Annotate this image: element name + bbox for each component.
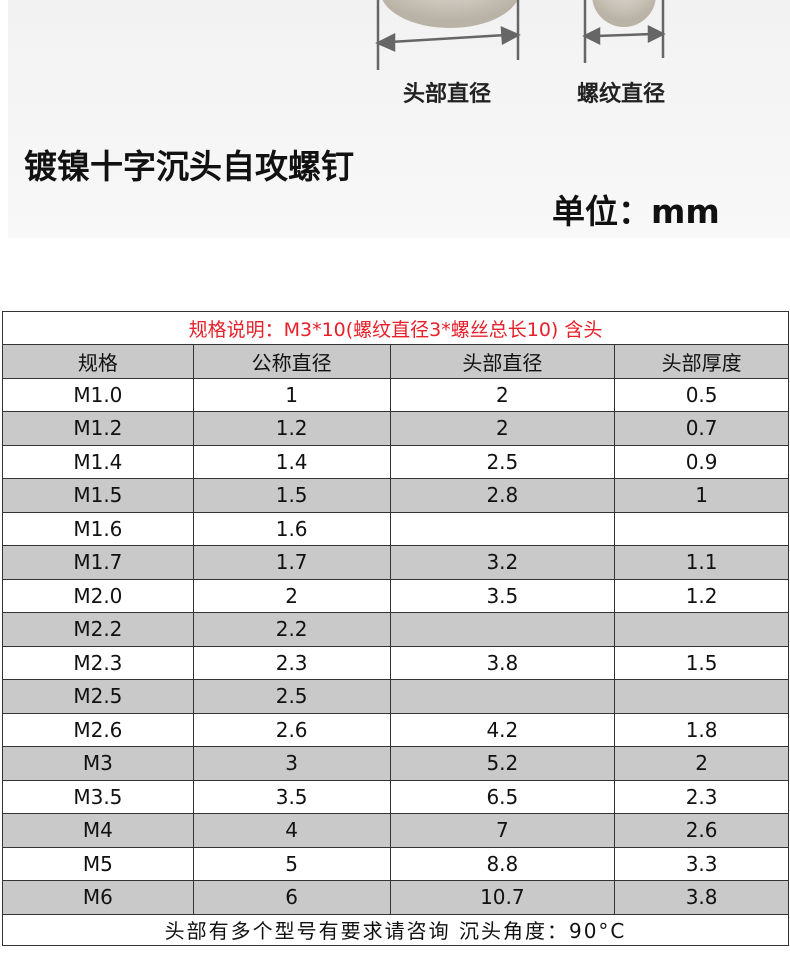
table-cell: 0.7 bbox=[614, 411, 789, 446]
table-cell: 1.2 bbox=[614, 578, 789, 613]
table-cell: 2.5 bbox=[192, 679, 391, 714]
table-cell: 3.2 bbox=[389, 545, 616, 580]
table-cell: M3 bbox=[2, 746, 194, 781]
table-cell bbox=[614, 612, 789, 647]
table-cell: M6 bbox=[2, 880, 194, 915]
table-cell bbox=[389, 679, 616, 714]
table-cell: 5.2 bbox=[389, 746, 616, 781]
product-title: 镀镍十字沉头自攻螺钉 bbox=[24, 147, 354, 186]
table-cell: M1.4 bbox=[2, 444, 194, 479]
table-cell: M3.5 bbox=[2, 779, 194, 814]
unit-label: 单位：mm bbox=[552, 192, 720, 231]
table-cell: 3.5 bbox=[192, 779, 391, 814]
table-cell: 1 bbox=[192, 377, 391, 412]
table-cell: M1.0 bbox=[2, 377, 194, 412]
table-row: M5 5 8.8 3.3 bbox=[2, 846, 789, 881]
screw-thread-image bbox=[592, 0, 656, 27]
table-cell: 1.4 bbox=[192, 444, 391, 479]
table-cell: 7 bbox=[389, 813, 616, 848]
head-diameter-label: 头部直径 bbox=[403, 82, 492, 107]
table-cell: 2.8 bbox=[389, 478, 616, 513]
table-row: M4 4 7 2.6 bbox=[2, 813, 789, 848]
column-header: 规格 bbox=[2, 344, 194, 379]
table-cell: 2.6 bbox=[192, 712, 391, 747]
table-cell: 1.1 bbox=[614, 545, 789, 580]
table-row: M2.5 2.5 bbox=[2, 679, 789, 714]
table-row: M2.0 2 3.5 1.2 bbox=[2, 578, 789, 613]
table-cell: 0.5 bbox=[614, 377, 789, 412]
table-cell: 5 bbox=[192, 846, 391, 881]
table-cell: 3.8 bbox=[389, 645, 616, 680]
table-cell: 1.7 bbox=[192, 545, 391, 580]
table-cell bbox=[389, 511, 616, 546]
table-cell: 2.6 bbox=[614, 813, 789, 848]
table-row: M1.7 1.7 3.2 1.1 bbox=[2, 545, 789, 580]
table-cell: 2.2 bbox=[192, 612, 391, 647]
table-cell: M2.0 bbox=[2, 578, 194, 613]
table-cell: 8.8 bbox=[389, 846, 616, 881]
table-cell: 4.2 bbox=[389, 712, 616, 747]
table-row: M3.5 3.5 6.5 2.3 bbox=[2, 779, 789, 814]
table-row: M2.6 2.6 4.2 1.8 bbox=[2, 712, 789, 747]
column-header: 头部直径 bbox=[389, 344, 616, 379]
table-cell bbox=[389, 612, 616, 647]
table-row: M1.5 1.5 2.8 1 bbox=[2, 478, 789, 513]
table-header-row: 规格 公称直径 头部直径 头部厚度 bbox=[2, 344, 789, 379]
table-row: M1.2 1.2 2 0.7 bbox=[2, 411, 789, 446]
screw-head-image bbox=[382, 0, 518, 28]
table-row: M1.6 1.6 bbox=[2, 511, 789, 546]
table-cell: 2 bbox=[614, 746, 789, 781]
footer-note: 头部有多个型号有要求请咨询 沉头角度：90°C bbox=[2, 913, 789, 946]
table-row: M3 3 5.2 2 bbox=[2, 746, 789, 781]
table-cell: 2 bbox=[192, 578, 391, 613]
table-cell: 2 bbox=[389, 377, 616, 412]
table-cell: 3.5 bbox=[389, 578, 616, 613]
table-cell: M2.3 bbox=[2, 645, 194, 680]
table-cell: M2.5 bbox=[2, 679, 194, 714]
table-cell: 1.5 bbox=[614, 645, 789, 680]
table-cell: 1.6 bbox=[192, 511, 391, 546]
table-cell: 4 bbox=[192, 813, 391, 848]
table-cell: M1.7 bbox=[2, 545, 194, 580]
table-cell: 1.2 bbox=[192, 411, 391, 446]
table-cell: M2.6 bbox=[2, 712, 194, 747]
column-header: 头部厚度 bbox=[614, 344, 789, 379]
table-cell: 1.5 bbox=[192, 478, 391, 513]
table-row: M6 6 10.7 3.8 bbox=[2, 880, 789, 915]
table-cell: 10.7 bbox=[389, 880, 616, 915]
table-cell: M1.2 bbox=[2, 411, 194, 446]
spec-note: 规格说明：M3*10(螺纹直径3*螺丝总长10) 含头 bbox=[2, 311, 789, 345]
spec-table: 规格说明：M3*10(螺纹直径3*螺丝总长10) 含头 规格 公称直径 头部直径… bbox=[2, 311, 789, 946]
table-row: M1.4 1.4 2.5 0.9 bbox=[2, 444, 789, 479]
table-cell bbox=[614, 511, 789, 546]
table-cell: 0.9 bbox=[614, 444, 789, 479]
table-cell bbox=[614, 679, 789, 714]
table-cell: M1.6 bbox=[2, 511, 194, 546]
product-image-area: 头部直径 螺纹直径 bbox=[8, 0, 790, 238]
table-cell: M4 bbox=[2, 813, 194, 848]
table-cell: 6 bbox=[192, 880, 391, 915]
table-cell: 1 bbox=[614, 478, 789, 513]
table-cell: 3.3 bbox=[614, 846, 789, 881]
table-row: M2.3 2.3 3.8 1.5 bbox=[2, 645, 789, 680]
table-cell: M2.2 bbox=[2, 612, 194, 647]
table-row: M1.0 1 2 0.5 bbox=[2, 377, 789, 412]
table-cell: M5 bbox=[2, 846, 194, 881]
table-cell: 6.5 bbox=[389, 779, 616, 814]
column-header: 公称直径 bbox=[192, 344, 391, 379]
table-row: M2.2 2.2 bbox=[2, 612, 789, 647]
table-cell: 3.8 bbox=[614, 880, 789, 915]
table-cell: 2.3 bbox=[614, 779, 789, 814]
table-cell: M1.5 bbox=[2, 478, 194, 513]
table-cell: 2.3 bbox=[192, 645, 391, 680]
screw-dimension-diagram bbox=[375, 0, 666, 70]
table-cell: 2.5 bbox=[389, 444, 616, 479]
thread-diameter-label: 螺纹直径 bbox=[577, 82, 666, 107]
table-cell: 3 bbox=[192, 746, 391, 781]
table-cell: 2 bbox=[389, 411, 616, 446]
table-cell: 1.8 bbox=[614, 712, 789, 747]
